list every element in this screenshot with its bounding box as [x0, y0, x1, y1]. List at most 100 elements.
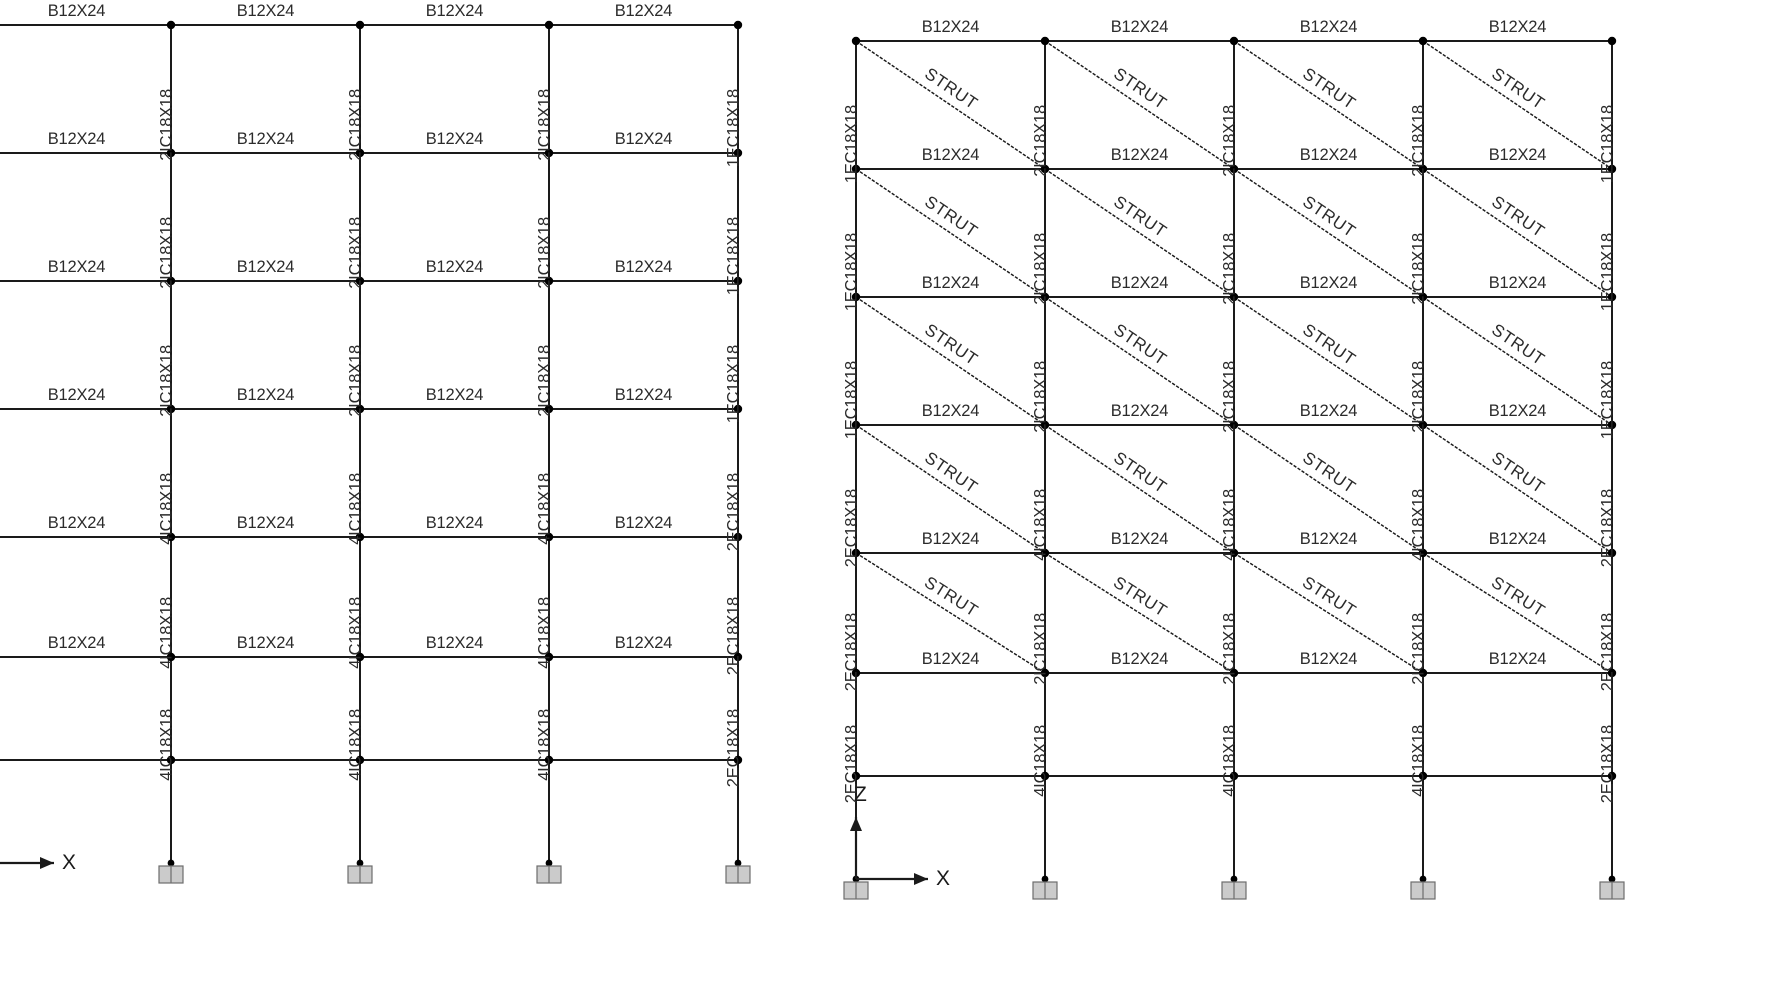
beam-label-moment-frame-L1-B3: B12X24 [614, 130, 673, 148]
strut-line-braced-frame-L3-B0 [855, 424, 1046, 554]
joint-node-moment-frame-L3-C3 [544, 404, 554, 414]
column-label-moment-frame-S2-C1: 2IC18X18 [157, 345, 176, 417]
joint-node-braced-frame-L2-C0 [851, 292, 861, 302]
strut-line-braced-frame-L3-B1 [1044, 424, 1235, 554]
beam-label-moment-frame-L1-B1: B12X24 [236, 130, 295, 148]
joint-node-braced-frame-L1-C0 [851, 164, 861, 174]
joint-node-braced-frame-L0-C0 [851, 36, 861, 46]
column-label-braced-frame-S2-C0: 1EC18X18 [842, 361, 861, 440]
column-label-moment-frame-S0-C2: 2IC18X18 [346, 89, 365, 161]
beam-label-braced-frame-L5-B2: B12X24 [1299, 650, 1358, 668]
base-node-braced-frame-C2 [1230, 875, 1238, 883]
x-axis-label-moment-frame: X [62, 851, 76, 874]
strut-line-braced-frame-L2-B2 [1233, 296, 1424, 426]
strut-line-braced-frame-L2-B3 [1422, 296, 1613, 426]
column-label-moment-frame-S1-C3: 2IC18X18 [535, 217, 554, 289]
beam-label-moment-frame-L0-B3: B12X24 [614, 2, 673, 20]
beam-label-braced-frame-L3-B1: B12X24 [1110, 402, 1169, 420]
column-label-braced-frame-S1-C1: 2IC18X18 [1031, 233, 1050, 305]
joint-node-moment-frame-L2-C1 [166, 276, 176, 286]
joint-node-moment-frame-L4-C4 [733, 532, 743, 542]
joint-node-moment-frame-L0-C2 [355, 20, 365, 30]
joint-node-braced-frame-L4-C1 [1040, 548, 1050, 558]
joint-node-moment-frame-L2-C2 [355, 276, 365, 286]
joint-node-braced-frame-L0-C1 [1040, 36, 1050, 46]
joint-node-braced-frame-L1-C2 [1229, 164, 1239, 174]
beam-label-braced-frame-L5-B3: B12X24 [1488, 650, 1547, 668]
joint-node-moment-frame-L1-C3 [544, 148, 554, 158]
column-label-moment-frame-S4-C1: 4IC18X18 [157, 597, 176, 669]
beam-label-moment-frame-L0-B2: B12X24 [425, 2, 484, 20]
joint-node-braced-frame-L3-C3 [1418, 420, 1428, 430]
strut-line-braced-frame-L1-B1 [1044, 168, 1235, 298]
beam-label-moment-frame-L2-B3: B12X24 [614, 258, 673, 276]
beam-label-moment-frame-L4-B1: B12X24 [236, 514, 295, 532]
column-label-moment-frame-S0-C3: 2IC18X18 [535, 89, 554, 161]
beam-label-braced-frame-L2-B1: B12X24 [1110, 274, 1169, 292]
column-label-braced-frame-S2-C2: 2IC18X18 [1220, 361, 1239, 433]
strut-line-braced-frame-L0-B0 [855, 40, 1046, 170]
joint-node-moment-frame-L5-C1 [166, 652, 176, 662]
column-label-braced-frame-S0-C1: 2IC18X18 [1031, 105, 1050, 177]
column-label-braced-frame-S0-C3: 2IC18X18 [1409, 105, 1428, 177]
joint-node-braced-frame-L3-C1 [1040, 420, 1050, 430]
column-label-moment-frame-S5-C3: 4IC18X18 [535, 708, 554, 781]
column-label-braced-frame-S1-C0: 1EC18X18 [842, 233, 861, 312]
beam-label-moment-frame-L5-B1: B12X24 [236, 634, 295, 652]
beam-label-braced-frame-L0-B0: B12X24 [921, 18, 980, 36]
column-label-braced-frame-S4-C2: 2IC18X18 [1220, 613, 1239, 685]
column-label-moment-frame-S2-C4: 1EC18X18 [724, 345, 743, 424]
strut-line-braced-frame-L3-B3 [1422, 424, 1613, 554]
strut-line-braced-frame-L0-B2 [1233, 40, 1424, 170]
beam-label-braced-frame-L4-B0: B12X24 [921, 530, 980, 548]
joint-node-moment-frame-L2-C3 [544, 276, 554, 286]
column-label-braced-frame-S5-C2: 4IC18X18 [1220, 724, 1239, 797]
column-label-braced-frame-S2-C4: 1EC18X18 [1598, 361, 1617, 440]
joint-node-braced-frame-L5-C4 [1607, 668, 1617, 678]
column-label-moment-frame-S1-C4: 1EC18X18 [724, 217, 743, 296]
joint-node-braced-frame-L1-C4 [1607, 164, 1617, 174]
joint-node-moment-frame-L0-C3 [544, 20, 554, 30]
joint-node-moment-frame-L5-C4 [733, 652, 743, 662]
joint-node-braced-frame-L3-C2 [1229, 420, 1239, 430]
strut-line-braced-frame-L4-B3 [1422, 552, 1613, 674]
base-node-moment-frame-C3 [545, 859, 553, 867]
column-label-braced-frame-S5-C1: 4IC18X18 [1031, 724, 1050, 797]
strut-line-braced-frame-L2-B1 [1044, 296, 1235, 426]
column-label-moment-frame-S4-C2: 4IC18X18 [346, 597, 365, 669]
joint-node-moment-frame-L6-C2 [355, 755, 365, 765]
column-label-moment-frame-S5-C1: 4IC18X18 [157, 708, 176, 781]
column-label-braced-frame-S3-C4: 2EC18X18 [1598, 489, 1617, 568]
column-label-braced-frame-S1-C3: 2IC18X18 [1409, 233, 1428, 305]
base-node-moment-frame-C4 [734, 859, 742, 867]
beam-label-braced-frame-L4-B1: B12X24 [1110, 530, 1169, 548]
joint-node-moment-frame-L4-C3 [544, 532, 554, 542]
beam-label-braced-frame-L3-B0: B12X24 [921, 402, 980, 420]
joint-node-braced-frame-L4-C0 [851, 548, 861, 558]
joint-node-moment-frame-L3-C4 [733, 404, 743, 414]
base-node-moment-frame-C1 [167, 859, 175, 867]
base-node-moment-frame-C2 [356, 859, 364, 867]
column-label-braced-frame-S1-C2: 2IC18X18 [1220, 233, 1239, 305]
column-label-braced-frame-S5-C3: 4IC18X18 [1409, 724, 1428, 797]
strut-line-braced-frame-L1-B2 [1233, 168, 1424, 298]
beam-label-braced-frame-L2-B0: B12X24 [921, 274, 980, 292]
joint-node-moment-frame-L5-C3 [544, 652, 554, 662]
column-label-moment-frame-S1-C1: 2IC18X18 [157, 217, 176, 289]
beam-label-moment-frame-L1-B0: B12X24 [47, 130, 106, 148]
column-label-braced-frame-S0-C0: 1EC18X18 [842, 105, 861, 184]
joint-node-moment-frame-L0-C1 [166, 20, 176, 30]
joint-node-moment-frame-L4-C1 [166, 532, 176, 542]
joint-node-braced-frame-L5-C1 [1040, 668, 1050, 678]
joint-node-braced-frame-L6-C3 [1418, 771, 1428, 781]
strut-line-braced-frame-L3-B2 [1233, 424, 1424, 554]
beam-label-braced-frame-L1-B0: B12X24 [921, 146, 980, 164]
joint-node-moment-frame-L4-C2 [355, 532, 365, 542]
column-label-braced-frame-S3-C1: 4IC18X18 [1031, 489, 1050, 561]
column-label-moment-frame-S5-C2: 4IC18X18 [346, 708, 365, 781]
beam-label-braced-frame-L4-B2: B12X24 [1299, 530, 1358, 548]
beam-label-moment-frame-L1-B2: B12X24 [425, 130, 484, 148]
joint-node-moment-frame-L2-C4 [733, 276, 743, 286]
beam-label-moment-frame-L3-B1: B12X24 [236, 386, 295, 404]
